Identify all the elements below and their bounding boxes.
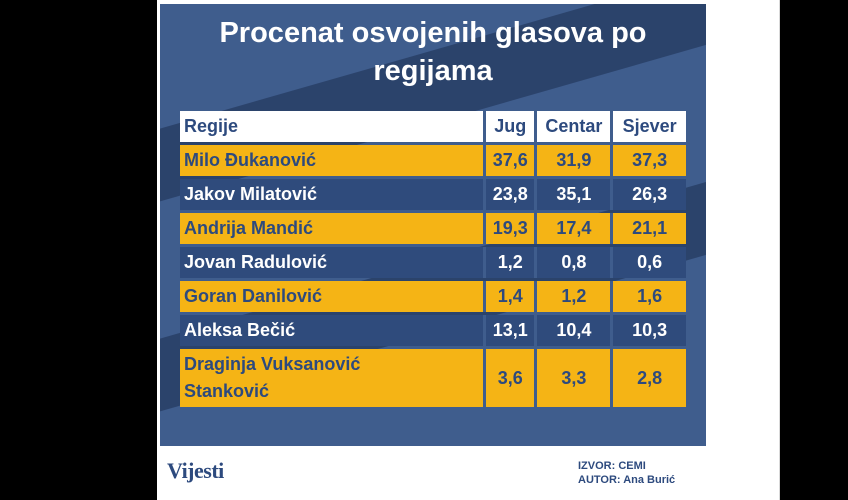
candidate-name-line: Draginja Vuksanović	[184, 354, 361, 374]
value-sjever: 0,6	[610, 247, 686, 278]
value-sjever: 2,8	[610, 349, 686, 407]
table-row: Andrija Mandić 19,3 17,4 21,1	[180, 213, 686, 244]
value-jug: 1,4	[482, 281, 535, 312]
value-sjever: 26,3	[610, 179, 686, 210]
header-row: Regije Jug Centar Sjever	[180, 111, 686, 142]
vijesti-logo: Vijesti	[167, 458, 224, 483]
value-centar: 35,1	[534, 179, 611, 210]
table-panel: Procenat osvojenih glasova po regijama R…	[160, 4, 706, 446]
candidate-name: Andrija Mandić	[180, 213, 483, 244]
table-row: Goran Danilović 1,4 1,2 1,6	[180, 281, 686, 312]
candidate-name: Goran Danilović	[180, 281, 483, 312]
header-regije: Regije	[180, 111, 483, 142]
table-row: Draginja Vuksanović Stanković 3,6 3,3 2,…	[180, 349, 686, 407]
candidate-name: Aleksa Bečić	[180, 315, 483, 346]
value-jug: 37,6	[482, 145, 535, 176]
credits: IZVOR: CEMI AUTOR: Ana Burić	[578, 459, 675, 487]
table-row: Jakov Milatović 23,8 35,1 26,3	[180, 179, 686, 210]
candidate-name: Draginja Vuksanović Stanković	[180, 349, 483, 407]
value-centar: 0,8	[534, 247, 611, 278]
value-centar: 10,4	[534, 315, 611, 346]
page-divider	[779, 0, 780, 500]
header-centar: Centar	[534, 111, 611, 142]
value-sjever: 37,3	[610, 145, 686, 176]
candidate-name: Milo Đukanović	[180, 145, 483, 176]
table-row: Milo Đukanović 37,6 31,9 37,3	[180, 145, 686, 176]
value-centar: 31,9	[534, 145, 611, 176]
title-line: regijama	[373, 55, 493, 87]
value-jug: 23,8	[482, 179, 535, 210]
value-sjever: 10,3	[610, 315, 686, 346]
table-row: Jovan Radulović 1,2 0,8 0,6	[180, 247, 686, 278]
value-jug: 19,3	[482, 213, 535, 244]
table-row: Aleksa Bečić 13,1 10,4 10,3	[180, 315, 686, 346]
value-jug: 1,2	[482, 247, 535, 278]
header-jug: Jug	[482, 111, 535, 142]
title-line: Procenat osvojenih glasova po	[219, 17, 647, 49]
value-jug: 3,6	[482, 349, 535, 407]
value-centar: 3,3	[534, 349, 611, 407]
value-centar: 1,2	[534, 281, 611, 312]
candidate-name: Jovan Radulović	[180, 247, 483, 278]
value-jug: 13,1	[482, 315, 535, 346]
candidate-name-line: Stanković	[184, 381, 270, 401]
chart-title: Procenat osvojenih glasova po regijama	[160, 14, 706, 90]
value-sjever: 1,6	[610, 281, 686, 312]
header-sjever: Sjever	[610, 111, 686, 142]
infographic-card: Procenat osvojenih glasova po regijama R…	[157, 0, 779, 500]
candidate-name: Jakov Milatović	[180, 179, 483, 210]
value-centar: 17,4	[534, 213, 611, 244]
value-sjever: 21,1	[610, 213, 686, 244]
author-credit: AUTOR: Ana Burić	[578, 474, 676, 486]
results-table: Regije Jug Centar Sjever Milo Đukanović …	[180, 108, 686, 410]
source-credit: IZVOR: CEMI	[578, 460, 646, 472]
